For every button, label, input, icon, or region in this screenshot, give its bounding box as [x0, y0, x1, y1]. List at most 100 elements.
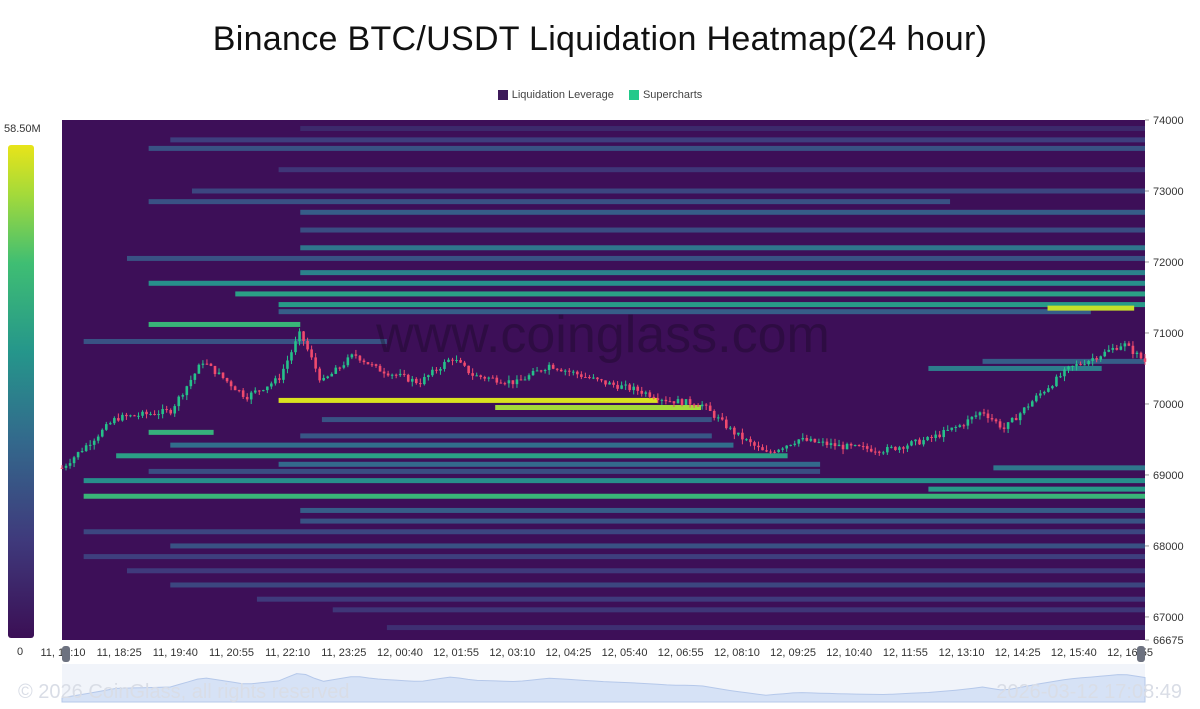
candle-body	[451, 359, 454, 361]
liquidation-band	[148, 468, 821, 474]
candle-body	[84, 445, 88, 452]
candle-body	[877, 451, 881, 453]
candle-body	[978, 412, 982, 416]
candle-body	[652, 396, 656, 399]
candle-body	[213, 365, 217, 375]
liquidation-band	[300, 126, 1145, 132]
candle-body	[1083, 364, 1086, 366]
candle-body	[169, 409, 173, 414]
legend-item-liquidation-leverage[interactable]: Liquidation Leverage	[497, 89, 614, 101]
candle-body	[845, 443, 849, 450]
candle-body	[1107, 349, 1111, 352]
candle-body	[745, 439, 748, 441]
candle-body	[753, 442, 756, 446]
liquidation-band	[83, 529, 1145, 535]
candle-body	[825, 441, 829, 446]
candle-body	[1006, 422, 1010, 429]
liquidation-band	[170, 543, 1146, 549]
liquidation-band	[126, 255, 1146, 261]
candle-body	[1022, 407, 1026, 414]
candle-body	[692, 404, 696, 406]
candle-body	[96, 436, 100, 441]
candle-body	[1071, 365, 1074, 367]
candle-body	[76, 452, 80, 458]
candle-body	[894, 446, 897, 450]
candle-body	[865, 446, 869, 449]
candle-body	[64, 465, 68, 468]
liquidation-band	[993, 465, 1145, 471]
candle-body	[567, 370, 571, 372]
candle-body	[543, 370, 547, 372]
candle-body	[314, 357, 317, 369]
candle-body	[620, 385, 623, 389]
candle-body	[205, 363, 209, 365]
candle-body	[60, 467, 64, 469]
candle-body	[322, 377, 325, 381]
y-tick-label: 67000	[1153, 612, 1184, 624]
range-slider-right-handle[interactable]	[1137, 646, 1145, 662]
candle-body	[121, 414, 124, 421]
candle-body	[648, 392, 652, 397]
candle-body	[378, 365, 382, 372]
x-tick-label: 12, 10:40	[826, 647, 872, 659]
candle-body	[817, 441, 821, 443]
candle-body	[950, 427, 954, 430]
candle-body	[632, 386, 635, 391]
candle-body	[173, 406, 177, 414]
candle-body	[342, 365, 346, 368]
candle-body	[1014, 417, 1018, 421]
colorbar[interactable]	[8, 145, 34, 638]
liquidation-band	[170, 582, 1146, 588]
candle-body	[1010, 417, 1014, 423]
candle-body	[92, 440, 96, 445]
liquidation-band	[170, 442, 734, 448]
candle-body	[117, 418, 120, 421]
candle-body	[946, 429, 950, 431]
candle-body	[882, 452, 885, 454]
range-slider[interactable]	[61, 646, 1146, 703]
candle-body	[576, 371, 579, 375]
candle-body	[390, 374, 394, 376]
y-tick-label: 72000	[1153, 257, 1184, 269]
x-tick-label: 12, 15:40	[1051, 647, 1097, 659]
candle-body	[419, 383, 422, 385]
price-candles	[60, 328, 1147, 471]
candle-body	[209, 363, 213, 366]
candle-body	[463, 362, 466, 366]
liquidation-band	[300, 518, 1145, 524]
candle-body	[181, 395, 185, 397]
liquidation-band	[278, 309, 1091, 315]
liquidation-band	[148, 199, 951, 205]
candle-body	[930, 436, 933, 438]
x-tick-label: 12, 03:10	[489, 647, 535, 659]
candle-body	[201, 363, 205, 365]
candle-body	[145, 411, 148, 415]
candle-body	[680, 399, 684, 405]
candle-body	[270, 383, 273, 387]
candle-body	[310, 349, 313, 358]
candle-body	[1099, 356, 1103, 360]
candle-body	[290, 352, 293, 361]
candle-body	[386, 373, 390, 376]
liquidation-band	[982, 358, 1145, 364]
liquidation-bands	[83, 126, 1146, 631]
candle-body	[676, 399, 680, 404]
candle-body	[193, 373, 197, 380]
range-slider-left-handle[interactable]	[62, 646, 70, 662]
candle-body	[161, 409, 164, 415]
candle-body	[942, 430, 945, 438]
candle-body	[523, 379, 527, 381]
liquidation-band	[1047, 305, 1135, 311]
candle-body	[262, 390, 265, 392]
candle-body	[245, 396, 249, 400]
candle-body	[729, 427, 732, 429]
candle-body	[535, 370, 539, 372]
candle-body	[869, 448, 873, 452]
candle-body	[531, 370, 535, 376]
legend-item-supercharts[interactable]: Supercharts	[628, 89, 702, 101]
liquidation-band	[386, 625, 1145, 631]
liquidation-band	[300, 270, 1145, 276]
y-tick-label: 69000	[1153, 470, 1184, 482]
candle-body	[414, 378, 418, 384]
